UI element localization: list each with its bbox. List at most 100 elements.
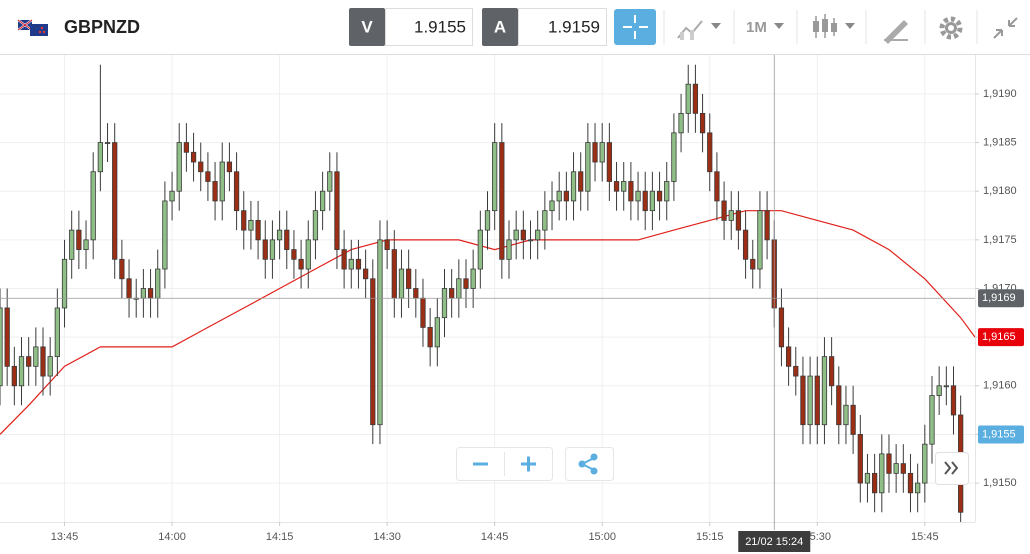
candle-body xyxy=(635,190,641,202)
settings-button[interactable] xyxy=(939,16,963,40)
candle-body xyxy=(742,229,749,260)
bid-box xyxy=(385,8,473,46)
candle-body xyxy=(198,161,204,173)
ask-button[interactable] xyxy=(482,8,518,46)
price-marker-label: 1,9155 xyxy=(982,428,1016,440)
candle-body xyxy=(69,229,75,260)
bid-button[interactable] xyxy=(349,8,385,46)
candle-body xyxy=(578,171,584,192)
candle-body xyxy=(678,112,684,134)
candle-body xyxy=(714,171,720,202)
candle-body xyxy=(276,229,283,241)
candle-body xyxy=(212,181,218,202)
candle-body xyxy=(255,219,261,241)
crosshair-price-label: 1,9169 xyxy=(982,292,1016,304)
candle-body xyxy=(513,229,519,241)
candle-body xyxy=(363,268,369,280)
candle-body xyxy=(248,219,254,231)
candle-body xyxy=(943,385,949,388)
candle-body xyxy=(18,356,25,387)
candle-body xyxy=(606,142,612,182)
candle-body xyxy=(800,375,806,426)
zoom-controls xyxy=(456,447,969,485)
collapse-button[interactable] xyxy=(993,17,1018,39)
candle-body xyxy=(642,190,648,212)
price-marker-label: 1,9165 xyxy=(982,331,1016,343)
timeframe-caret[interactable] xyxy=(774,23,784,29)
share-box xyxy=(565,447,614,481)
candle-body xyxy=(628,181,634,202)
candle-body xyxy=(241,210,247,231)
candle-body xyxy=(334,171,340,250)
candle-body xyxy=(592,142,598,163)
candle-body xyxy=(26,356,32,367)
chart-type-button[interactable] xyxy=(677,20,721,40)
candle-body xyxy=(850,404,856,435)
candle-body xyxy=(104,142,111,144)
candle-body xyxy=(427,327,433,348)
ask-label: A xyxy=(494,17,506,36)
candle-body xyxy=(556,190,562,202)
draw-button[interactable] xyxy=(884,20,908,44)
candle-body xyxy=(520,229,526,241)
candle-body xyxy=(857,434,863,484)
candle-body xyxy=(649,190,656,212)
candle-body xyxy=(61,258,68,309)
candle-body xyxy=(155,268,161,299)
candle-body xyxy=(843,404,849,426)
moving-average-line xyxy=(0,210,975,435)
share-button[interactable] xyxy=(578,453,598,475)
candle-body xyxy=(570,171,577,202)
candle-body xyxy=(119,258,125,280)
candle-body xyxy=(169,190,175,202)
candle-body xyxy=(4,307,10,367)
candle-body xyxy=(83,239,89,250)
candle-body xyxy=(205,171,211,182)
candle-body xyxy=(126,278,132,299)
candle-body xyxy=(750,258,756,270)
candle-body xyxy=(76,229,82,250)
price-marker xyxy=(978,328,1024,347)
candle-body xyxy=(872,472,878,494)
candle-body xyxy=(370,278,376,426)
candle-body xyxy=(599,142,605,163)
crosshair-button[interactable] xyxy=(614,9,656,45)
candle-body xyxy=(836,385,842,426)
candle-body xyxy=(262,239,268,260)
candle-body xyxy=(907,472,914,494)
x-tick-label: 14:15 xyxy=(266,531,294,543)
candle-body xyxy=(233,171,240,212)
x-tick-label: 15:00 xyxy=(588,531,616,543)
candle-body xyxy=(807,375,813,426)
x-tick-label: 14:30 xyxy=(373,531,401,543)
candle-body xyxy=(341,249,347,270)
candle-body xyxy=(542,210,548,231)
candle-body xyxy=(778,307,785,348)
scroll-end-box[interactable] xyxy=(935,452,969,485)
candle-body xyxy=(384,239,390,250)
candle-body xyxy=(140,288,147,299)
candle-body xyxy=(391,249,397,299)
candle-style-button[interactable] xyxy=(813,14,855,38)
y-tick-label: 1,9185 xyxy=(983,136,1017,148)
candle-body xyxy=(499,142,505,260)
candle-body xyxy=(463,278,469,289)
candle-body xyxy=(434,317,440,348)
candle-body xyxy=(305,239,311,270)
zoom-in[interactable] xyxy=(521,456,536,472)
candle-body xyxy=(406,268,412,289)
timeframe[interactable]: 1M xyxy=(746,19,767,36)
candle-body xyxy=(176,142,182,192)
candle-body xyxy=(692,83,699,114)
candle-body xyxy=(814,375,820,426)
candle-body xyxy=(785,346,792,367)
candle-body xyxy=(477,229,483,270)
bid-price: 1.9155 xyxy=(414,17,466,36)
candle-body xyxy=(377,239,383,426)
candle-body xyxy=(298,258,304,270)
y-tick-label: 1,9160 xyxy=(983,380,1017,392)
scroll-end-icon[interactable] xyxy=(944,461,959,475)
candle-body xyxy=(219,161,225,202)
candle-body xyxy=(413,288,419,299)
